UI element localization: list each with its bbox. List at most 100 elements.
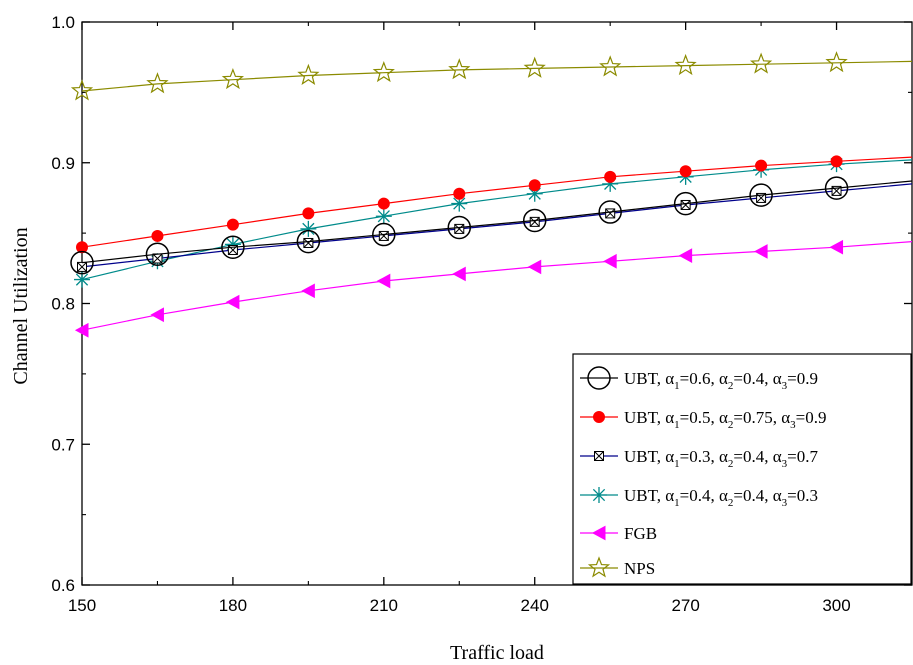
series-line (81, 180, 913, 264)
legend-subscript: 2 (728, 497, 734, 509)
y-tick-label: 0.6 (51, 576, 75, 595)
data-point (526, 185, 543, 202)
data-point (372, 61, 395, 83)
x-axis-title: Traffic load (450, 642, 544, 664)
data-point (680, 199, 691, 210)
data-point (300, 220, 317, 237)
data-point (598, 200, 622, 224)
legend-entry: UBT, α1=0.4, α2=0.4, α3=0.3 (580, 486, 818, 509)
legend-subscript: 3 (782, 497, 788, 509)
series-line (81, 60, 913, 92)
data-point (749, 183, 773, 207)
data-point (70, 79, 94, 101)
legend-text-part: =0.7 (787, 447, 818, 466)
legend-text-part: =0.4, α (733, 369, 781, 388)
data-point (523, 56, 546, 78)
x-tick-label: 210 (370, 596, 398, 615)
series-0 (70, 176, 913, 275)
legend-marker (591, 525, 606, 541)
series-3 (74, 156, 913, 288)
data-point (296, 229, 321, 254)
data-point (145, 242, 170, 266)
legend-subscript: 1 (674, 497, 680, 509)
y-tick-label: 0.9 (51, 154, 75, 173)
legend-marker (587, 366, 611, 390)
legend-entry: UBT, α1=0.6, α2=0.4, α3=0.9 (580, 366, 818, 392)
data-point (673, 191, 698, 216)
y-tick-label: 1.0 (51, 13, 75, 32)
legend-subscript: 3 (790, 419, 796, 431)
legend-text-part: =0.9 (787, 369, 818, 388)
data-point (829, 239, 844, 255)
legend-entry: FGB (580, 524, 657, 543)
legend-text-part: =0.4, α (733, 447, 781, 466)
data-point (529, 216, 540, 227)
data-point (674, 53, 697, 76)
series-line (81, 241, 913, 331)
legend-text-part: =0.5, α (680, 408, 728, 427)
data-point (221, 235, 245, 259)
legend-text-part: =0.75, α (733, 408, 790, 427)
legend-label: NPS (624, 559, 655, 578)
legend-text-part: =0.9 (796, 408, 827, 427)
data-point (302, 207, 315, 220)
legend-text-part: =0.6, α (680, 369, 728, 388)
data-point (224, 236, 241, 253)
x-tick-label: 180 (219, 596, 247, 615)
legend-marker (591, 487, 607, 503)
data-point (303, 237, 314, 248)
data-point (454, 223, 465, 234)
legend-subscript: 3 (782, 380, 788, 392)
series-line (81, 183, 913, 268)
data-point (755, 159, 768, 172)
y-tick-label: 0.8 (51, 295, 75, 314)
legend-label: UBT, α1=0.4, α2=0.4, α3=0.3 (624, 486, 818, 509)
data-point (452, 266, 466, 282)
legend-entry: NPS (580, 556, 655, 578)
x-tick-label: 240 (521, 596, 549, 615)
data-point (522, 208, 547, 233)
data-point (602, 175, 619, 192)
data-point (754, 244, 768, 259)
x-tick-label: 270 (671, 596, 699, 615)
legend-text-part: =0.4, α (680, 486, 728, 505)
legend-text-part: =0.3 (787, 486, 818, 505)
legend-label: FGB (624, 524, 657, 543)
data-point (225, 294, 240, 310)
data-point (679, 165, 692, 178)
data-point (377, 197, 390, 210)
legend-marker (587, 556, 611, 578)
legend-text-part: UBT, α (624, 408, 674, 427)
data-point (74, 271, 90, 288)
data-point (604, 170, 617, 183)
data-point (825, 51, 848, 73)
data-point (150, 307, 164, 323)
data-point (451, 195, 468, 212)
data-point (372, 222, 396, 247)
data-point (301, 283, 315, 299)
legend-text-part: UBT, α (624, 369, 674, 388)
legend-marker (594, 451, 604, 461)
data-point (527, 259, 542, 275)
series-2 (77, 183, 913, 272)
legend-subscript: 3 (782, 458, 788, 470)
data-point (376, 273, 391, 289)
data-point (297, 63, 320, 85)
data-point (146, 72, 169, 94)
legend-label: UBT, α1=0.3, α2=0.4, α3=0.7 (624, 447, 818, 470)
y-tick-label: 0.7 (51, 435, 75, 454)
data-point (605, 208, 616, 219)
data-point (603, 253, 617, 269)
series-4 (74, 239, 913, 338)
data-point (375, 208, 392, 225)
data-point (76, 241, 88, 254)
data-point (528, 179, 541, 192)
data-point (152, 253, 163, 264)
data-point (824, 176, 849, 200)
data-point (378, 230, 389, 241)
legend-marker (593, 411, 605, 423)
axis-ticks: 150 180 210 240 270 300 0.6 0.7 0.8 0.9 1.0 (51, 13, 912, 615)
series-5 (70, 51, 913, 101)
legend-subscript: 1 (674, 419, 680, 431)
